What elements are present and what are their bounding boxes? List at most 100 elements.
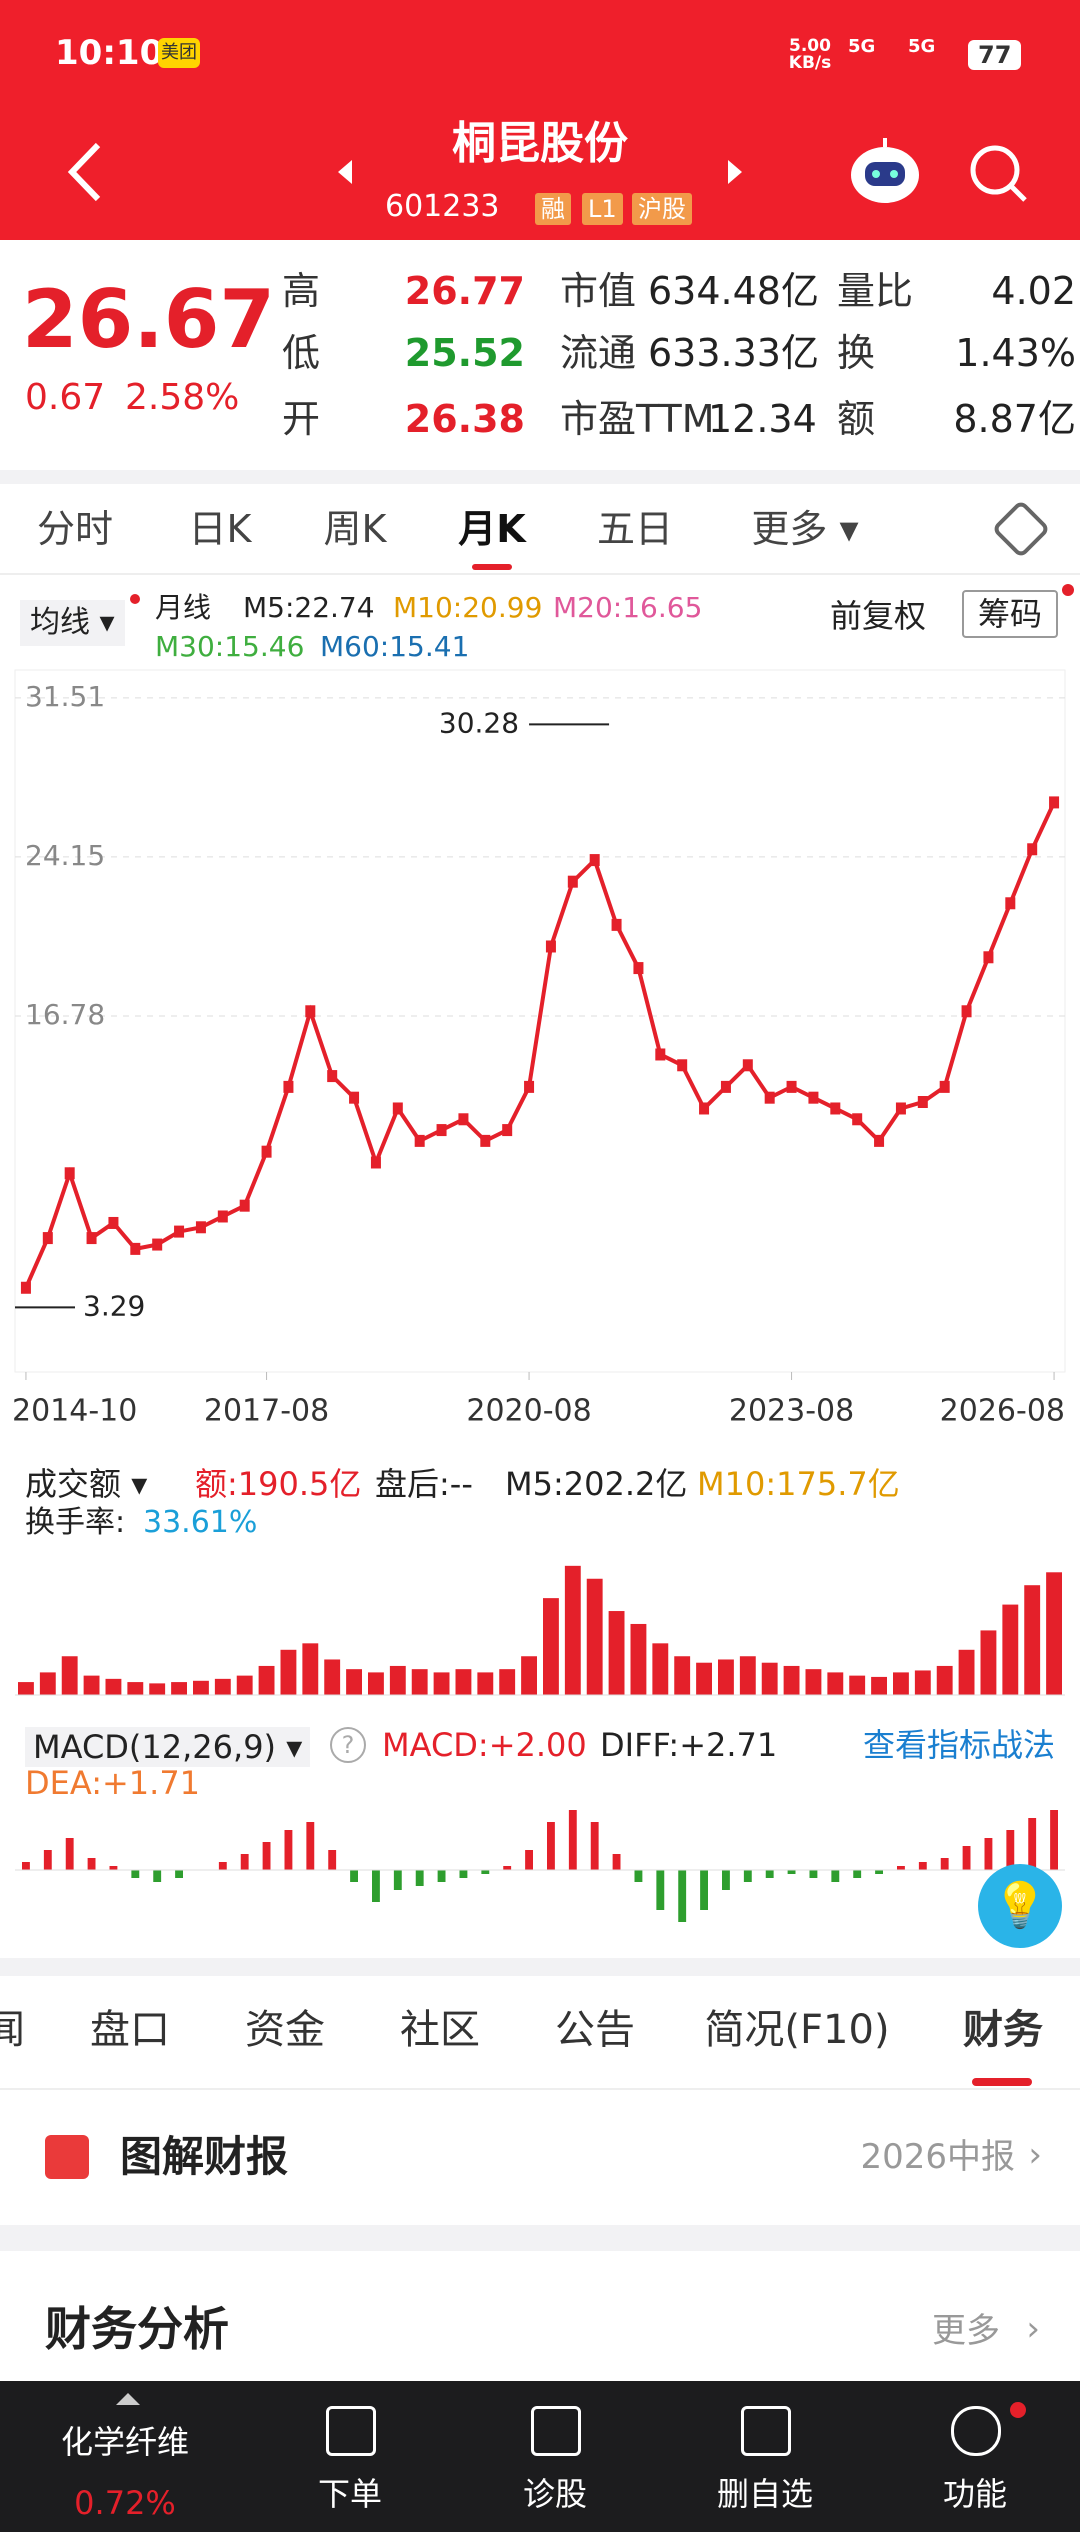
quote-label: 市值 xyxy=(560,269,637,313)
price-candle xyxy=(436,1124,447,1137)
period-tab[interactable]: 五日 xyxy=(596,507,673,551)
section-tab[interactable]: 社区 xyxy=(400,2007,480,2053)
volume-bar xyxy=(433,1672,450,1695)
legend-m30: M30:15.46 xyxy=(155,630,305,663)
price-candle xyxy=(677,1059,688,1072)
macd-bar xyxy=(262,1842,271,1870)
volume-bar xyxy=(258,1665,275,1695)
price-candle xyxy=(720,1080,731,1093)
ma-selector[interactable]: 均线 ▾ xyxy=(20,600,125,646)
price-candle xyxy=(1049,796,1060,809)
section-tab[interactable]: 闻 xyxy=(0,2007,25,2053)
macd-bar xyxy=(153,1870,162,1882)
volume-bar xyxy=(39,1672,56,1695)
indicator-link[interactable]: 查看指标战法 xyxy=(862,1726,1055,1764)
chips-button[interactable]: 筹码 xyxy=(962,590,1059,638)
adjust-mode[interactable]: 前复权 xyxy=(830,597,927,635)
x-tick-label: 2023-08 xyxy=(729,1394,854,1429)
macd-bar xyxy=(1028,1818,1037,1870)
macd-bar xyxy=(875,1870,883,1874)
dea-value: DEA:+1.71 xyxy=(25,1764,201,1802)
volume-bar xyxy=(61,1656,78,1695)
volume-m10: M10:175.7亿 xyxy=(697,1465,900,1503)
macd-bar xyxy=(634,1870,643,1882)
analysis-title: 财务分析 xyxy=(45,2302,229,2356)
prev-stock[interactable] xyxy=(338,160,352,184)
period-tab[interactable]: 月K xyxy=(458,507,526,551)
price-candle xyxy=(655,1048,666,1061)
volume-bar xyxy=(958,1649,975,1695)
nav-label[interactable]: 下单 xyxy=(317,2475,382,2513)
expand-arrow[interactable] xyxy=(116,2393,140,2405)
macd-bar xyxy=(481,1870,490,1874)
nav-icon[interactable] xyxy=(951,2406,1001,2456)
quote-label: 量比 xyxy=(837,269,914,313)
x-tick-label: 2017-08 xyxy=(204,1394,329,1429)
period-tab[interactable]: 分时 xyxy=(36,507,113,551)
volume-bar xyxy=(761,1662,778,1695)
price-candle xyxy=(742,1059,753,1072)
period-tab[interactable]: 更多 ▾ xyxy=(751,507,859,551)
low-label: 3.29 xyxy=(83,1289,145,1322)
chart-frame xyxy=(14,669,1066,1373)
quote-value: 12.34 xyxy=(708,397,817,441)
price-candle xyxy=(217,1210,228,1223)
quote-label: 低 xyxy=(282,331,321,375)
section-tab[interactable]: 公告 xyxy=(555,2007,635,2053)
section-tab[interactable]: 盘口 xyxy=(90,2007,170,2053)
signal: 5G xyxy=(848,36,876,57)
diff-value: DIFF:+2.71 xyxy=(600,1726,778,1764)
price-candle xyxy=(567,875,578,888)
lightbulb-button[interactable]: 💡 xyxy=(978,1864,1062,1948)
report-icon xyxy=(45,2135,89,2179)
report-period[interactable]: 2026中报 xyxy=(860,2137,1015,2177)
price-candle xyxy=(699,1102,710,1115)
price-candle xyxy=(961,1005,972,1018)
legend-m10: M10:20.99 xyxy=(393,591,543,624)
legend-m60: M60:15.41 xyxy=(320,630,470,663)
macd-selector[interactable]: MACD(12,26,9) ▾ xyxy=(25,1727,311,1767)
robot-icon[interactable] xyxy=(851,138,919,203)
search-icon[interactable] xyxy=(970,145,1027,202)
nav-label[interactable]: 功能 xyxy=(942,2475,1007,2513)
x-tick-label: 2026-08 xyxy=(940,1394,1065,1429)
section-tab[interactable]: 资金 xyxy=(245,2007,325,2053)
volume-bar xyxy=(914,1670,931,1695)
nav-icon[interactable] xyxy=(531,2406,581,2456)
nav-label[interactable]: 删自选 xyxy=(716,2475,813,2513)
analysis-more[interactable]: 更多 xyxy=(932,2311,1000,2351)
section-tab[interactable]: 简况(F10) xyxy=(704,2007,890,2053)
report-title[interactable]: 图解财报 xyxy=(120,2132,289,2181)
stock-tag: L1 xyxy=(582,193,623,225)
chevron: › xyxy=(1028,2135,1042,2175)
price-candle xyxy=(895,1102,906,1115)
last-price: 26.67 xyxy=(22,273,276,366)
price-candle xyxy=(545,940,556,953)
macd-name: MACD(12,26,9) xyxy=(33,1728,277,1766)
quote-label: 高 xyxy=(282,269,321,313)
nav-label[interactable]: 诊股 xyxy=(522,2475,587,2513)
volume-selector[interactable]: 成交额 ▾ xyxy=(25,1465,148,1503)
volume-bar xyxy=(477,1672,494,1695)
macd-bar xyxy=(1050,1810,1058,1870)
legend-period: 月线 xyxy=(155,591,212,624)
macd-value: MACD:+2.00 xyxy=(382,1726,587,1764)
volume-bar xyxy=(302,1643,319,1695)
period-tab[interactable]: 日K xyxy=(188,507,252,551)
macd-bar xyxy=(218,1862,227,1870)
legend-m5: M5:22.74 xyxy=(243,591,375,624)
macd-bar xyxy=(328,1850,337,1870)
nav-icon[interactable] xyxy=(741,2406,791,2456)
next-stock[interactable] xyxy=(728,160,742,184)
chevron: › xyxy=(1026,2309,1040,2349)
period-tab[interactable]: 周K xyxy=(323,507,387,551)
sector-name[interactable]: 化学纤维 xyxy=(60,2423,189,2461)
nav-icon[interactable] xyxy=(326,2406,376,2456)
section-tab[interactable]: 财务 xyxy=(963,2007,1043,2053)
macd-bar xyxy=(984,1838,993,1870)
back-button[interactable] xyxy=(67,142,101,202)
net-speed: 5.00 KB/s xyxy=(788,36,832,73)
volume-bar xyxy=(608,1611,625,1695)
help-icon[interactable]: ? xyxy=(330,1727,366,1763)
ma-label: 均线 xyxy=(30,605,90,640)
